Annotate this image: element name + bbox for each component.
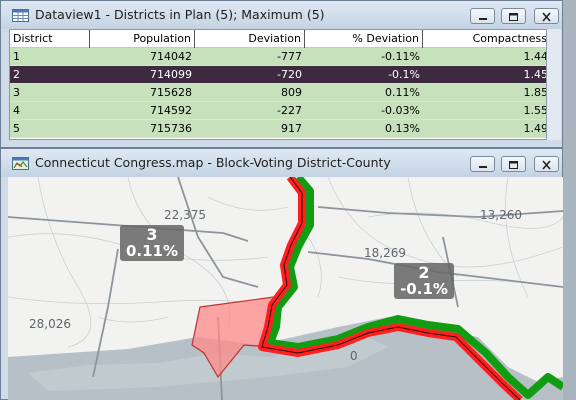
close-button[interactable] xyxy=(534,156,559,172)
cell-deviation: 809 xyxy=(281,86,302,99)
cell-district: 3 xyxy=(13,86,20,99)
cell-compactness: 1.45 xyxy=(523,68,547,81)
dataview-title: Dataview1 - Districts in Plan (5); Maxim… xyxy=(35,7,325,22)
cell-population: 714592 xyxy=(150,104,192,117)
cell-district: 2 xyxy=(13,68,20,81)
cell-compactness: 1.49 xyxy=(523,122,547,135)
badge-district-number: 2 xyxy=(418,263,430,282)
minimize-button[interactable] xyxy=(470,8,495,24)
map-titlebar[interactable]: Connecticut Congress.map - Block-Voting … xyxy=(1,149,562,177)
cell-deviation: -777 xyxy=(277,50,302,63)
column-header-population[interactable]: Population xyxy=(90,30,195,48)
table-row-selected[interactable]: 2 714099 -720 -0.1% 1.45 xyxy=(10,66,547,84)
cell-pct-deviation: -0.11% xyxy=(381,50,420,63)
maximize-icon xyxy=(509,13,518,21)
cell-district: 4 xyxy=(13,104,20,117)
table-row[interactable]: 3 715628 809 0.11% 1.85 xyxy=(10,84,547,102)
badge-district-number: 3 xyxy=(146,225,158,244)
map-canvas[interactable]: 22,375 13,260 18,269 28,026 0 3 0.11% 2 … xyxy=(8,177,563,400)
column-header-district[interactable]: District xyxy=(10,30,90,48)
cell-deviation: -227 xyxy=(277,104,302,117)
cell-district: 1 xyxy=(13,50,20,63)
cell-deviation: 917 xyxy=(281,122,302,135)
dataview-titlebar[interactable]: Dataview1 - Districts in Plan (5); Maxim… xyxy=(1,1,562,29)
cell-district: 5 xyxy=(13,122,20,135)
district-3-badge[interactable]: 3 0.11% xyxy=(120,225,184,261)
map-icon xyxy=(12,157,29,170)
cell-pct-deviation: -0.1% xyxy=(388,68,420,81)
cell-population: 715736 xyxy=(150,122,192,135)
column-header-pct-deviation[interactable]: % Deviation xyxy=(305,30,423,48)
table-row[interactable]: 4 714592 -227 -0.03% 1.55 xyxy=(10,102,547,120)
map-drawing xyxy=(8,177,563,400)
table-row[interactable]: 1 714042 -777 -0.11% 1.44 xyxy=(10,48,547,66)
table-icon xyxy=(12,9,29,22)
maximize-icon xyxy=(509,161,518,169)
map-label-population: 0 xyxy=(350,349,358,363)
map-label-population: 18,269 xyxy=(364,246,406,260)
dataview-window: Dataview1 - Districts in Plan (5); Maxim… xyxy=(0,0,563,148)
map-title: Connecticut Congress.map - Block-Voting … xyxy=(35,155,391,170)
map-label-population: 13,260 xyxy=(480,208,522,222)
minimize-button[interactable] xyxy=(470,156,495,172)
district-table[interactable]: District Population Deviation % Deviatio… xyxy=(9,29,547,140)
vertical-scrollbar[interactable] xyxy=(547,29,561,140)
map-label-population: 22,375 xyxy=(164,208,206,222)
close-button[interactable] xyxy=(534,8,559,24)
cell-pct-deviation: 0.13% xyxy=(385,122,420,135)
cell-pct-deviation: -0.03% xyxy=(381,104,420,117)
cell-compactness: 1.85 xyxy=(523,86,547,99)
map-label-population: 28,026 xyxy=(29,317,71,331)
minimize-icon xyxy=(479,18,487,20)
column-header-deviation[interactable]: Deviation xyxy=(195,30,305,48)
table-row[interactable]: 5 715736 917 0.13% 1.49 xyxy=(10,120,547,138)
maximize-button[interactable] xyxy=(501,8,526,24)
close-icon xyxy=(542,160,551,170)
cell-pct-deviation: 0.11% xyxy=(385,86,420,99)
minimize-icon xyxy=(479,166,487,168)
cell-population: 714042 xyxy=(150,50,192,63)
column-header-compactness[interactable]: Compactness xyxy=(423,30,546,48)
table-header: District Population Deviation % Deviatio… xyxy=(10,30,546,48)
badge-district-deviation: 0.11% xyxy=(125,242,179,260)
cell-compactness: 1.44 xyxy=(523,50,547,63)
district-boundary-outline xyxy=(261,177,521,400)
badge-district-deviation: -0.1% xyxy=(400,280,448,298)
water-area xyxy=(28,337,388,391)
cell-population: 715628 xyxy=(150,86,192,99)
cell-compactness: 1.55 xyxy=(523,104,547,117)
maximize-button[interactable] xyxy=(501,156,526,172)
district-2-badge[interactable]: 2 -0.1% xyxy=(394,263,454,299)
cell-population: 714099 xyxy=(150,68,192,81)
cell-deviation: -720 xyxy=(277,68,302,81)
close-icon xyxy=(542,12,551,22)
district-boundary-green xyxy=(266,177,563,399)
